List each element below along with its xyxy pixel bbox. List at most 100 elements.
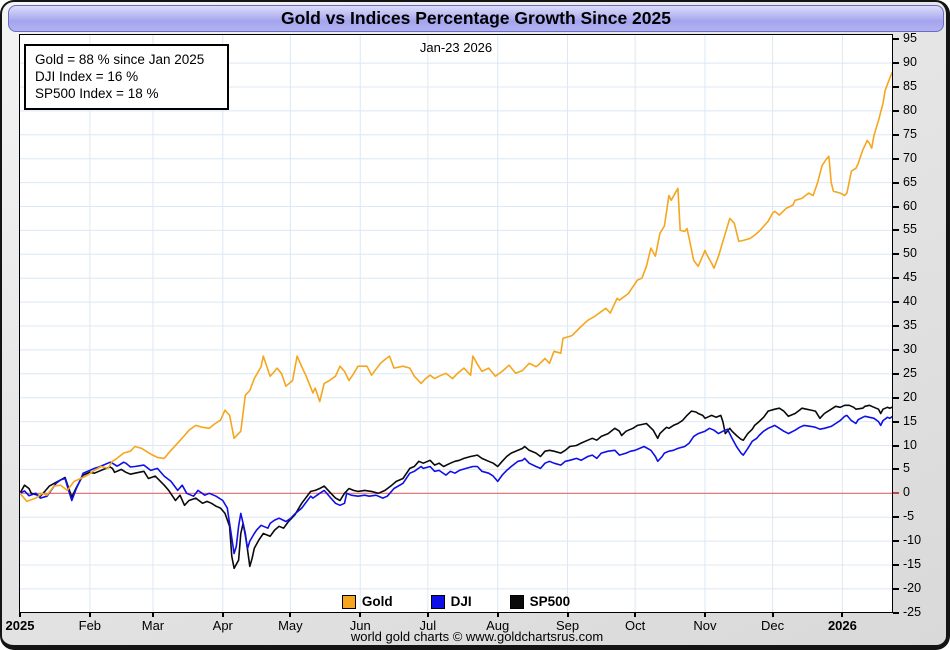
y-axis-tick: [893, 540, 899, 543]
legend-label-sp500: SP500: [529, 594, 571, 609]
x-axis-label-jul: Jul: [419, 618, 437, 633]
y-axis-tick: [893, 325, 899, 327]
x-axis-tick: [634, 612, 637, 617]
y-axis-label: -25: [903, 604, 922, 619]
y-axis-tick: [893, 587, 899, 590]
x-axis-label-apr: Apr: [212, 618, 233, 633]
date-annotation: Jan-23 2026: [419, 40, 493, 55]
y-axis-label: 80: [903, 102, 917, 117]
x-axis-tick: [496, 612, 499, 617]
y-axis-tick: [893, 253, 899, 256]
y-axis-tick: [893, 277, 899, 280]
y-axis-label: 45: [903, 270, 917, 285]
x-axis-tick: [841, 612, 844, 617]
legend-item-gold: Gold: [341, 594, 393, 609]
plot-legend: Gold DJI SP500: [20, 594, 892, 609]
footer-credit: world gold charts © www.goldchartsrus.co…: [350, 629, 604, 644]
y-axis-label: 0: [903, 485, 910, 500]
legend-swatch-dji-icon: [430, 594, 445, 609]
legend-swatch-gold-icon: [341, 594, 356, 609]
chart-canvas: [20, 35, 892, 612]
y-axis-label: 90: [903, 55, 917, 70]
y-axis-tick: [893, 301, 899, 304]
info-box: Gold = 88 % since Jan 2025 DJI Index = 1…: [24, 44, 229, 110]
x-axis-tick: [771, 612, 774, 617]
y-axis-label: 30: [903, 341, 917, 356]
y-axis-label: -15: [903, 557, 922, 571]
x-axis-label-oct: Oct: [625, 618, 646, 633]
x-axis-label-aug: Aug: [486, 618, 510, 633]
y-axis-label: 10: [903, 437, 917, 452]
y-axis-tick: [893, 564, 899, 566]
plot-area: Gold = 88 % since Jan 2025 DJI Index = 1…: [19, 34, 893, 613]
y-axis-label: 40: [903, 294, 917, 309]
x-axis-label-nov: Nov: [693, 618, 717, 633]
x-axis-tick: [703, 612, 706, 617]
title-bar: Gold vs Indices Percentage Growth Since …: [8, 5, 944, 32]
legend-label-dji: DJI: [450, 594, 472, 609]
y-axis-tick: [893, 348, 899, 351]
y-axis-tick: [893, 516, 899, 519]
y-axis-label: -10: [903, 533, 922, 548]
series-line-gold: [20, 71, 892, 503]
x-axis-tick: [19, 612, 21, 617]
y-axis-label: 5: [903, 461, 910, 476]
series-line-sp500: [20, 404, 892, 570]
y-axis-tick: [893, 492, 899, 495]
y-axis-label: 55: [903, 222, 917, 237]
x-axis-label-feb: Feb: [78, 618, 102, 633]
y-axis-label: -20: [903, 580, 922, 595]
y-axis-label: 35: [903, 318, 917, 332]
x-axis-tick: [151, 612, 154, 617]
y-axis-tick: [893, 109, 899, 112]
legend-label-gold: Gold: [361, 594, 393, 609]
x-axis-label-sep: Sep: [555, 618, 580, 633]
y-axis-label: -5: [903, 509, 915, 524]
info-line-dji: DJI Index = 16 %: [35, 69, 139, 84]
x-axis-label-jun: Jun: [349, 618, 371, 633]
x-axis-tick: [566, 612, 569, 617]
x-axis-label-mar: Mar: [141, 618, 165, 633]
y-axis-label: 60: [903, 198, 917, 213]
y-axis-tick: [893, 229, 899, 232]
x-axis-tick: [88, 612, 91, 617]
y-axis-label: 50: [903, 246, 917, 261]
y-axis-tick: [893, 444, 899, 447]
y-axis-tick: [893, 38, 899, 41]
y-axis-label: 85: [903, 79, 917, 93]
y-axis-label: 70: [903, 150, 917, 165]
y-axis-label: 95: [903, 31, 917, 46]
info-line-sp500: SP500 Index = 18 %: [35, 86, 159, 101]
y-axis-tick: [893, 468, 899, 471]
y-axis-tick: [893, 611, 899, 614]
x-axis-label-2025: 2025: [5, 618, 35, 633]
legend-item-sp500: SP500: [509, 594, 571, 609]
x-axis-tick: [426, 612, 429, 617]
x-axis-label-may: May: [278, 618, 303, 633]
y-axis-tick: [893, 62, 899, 65]
series-line-dji: [20, 414, 892, 555]
x-axis-tick: [359, 612, 362, 617]
y-axis-label: 65: [903, 174, 917, 189]
legend-item-dji: DJI: [430, 594, 472, 609]
y-axis-tick: [893, 133, 899, 136]
x-axis-tick: [221, 612, 224, 617]
y-axis-label: 15: [903, 413, 917, 428]
x-axis-label-2026: 2026: [827, 618, 857, 633]
y-axis-tick: [893, 372, 899, 375]
y-axis-tick: [893, 420, 899, 423]
y-axis-tick: [893, 205, 899, 208]
y-axis-tick: [893, 181, 899, 184]
x-axis-label-dec: Dec: [761, 618, 785, 633]
y-axis-label: 20: [903, 389, 917, 404]
legend-swatch-sp500-icon: [509, 594, 524, 609]
x-axis-tick: [289, 612, 292, 617]
y-axis-tick: [893, 157, 899, 160]
page-title: Gold vs Indices Percentage Growth Since …: [280, 8, 671, 28]
y-axis-label: 25: [903, 365, 917, 380]
y-axis-tick: [893, 86, 899, 88]
y-axis-tick: [893, 396, 899, 399]
info-line-gold: Gold = 88 % since Jan 2025: [35, 52, 205, 67]
y-axis-label: 75: [903, 126, 917, 141]
